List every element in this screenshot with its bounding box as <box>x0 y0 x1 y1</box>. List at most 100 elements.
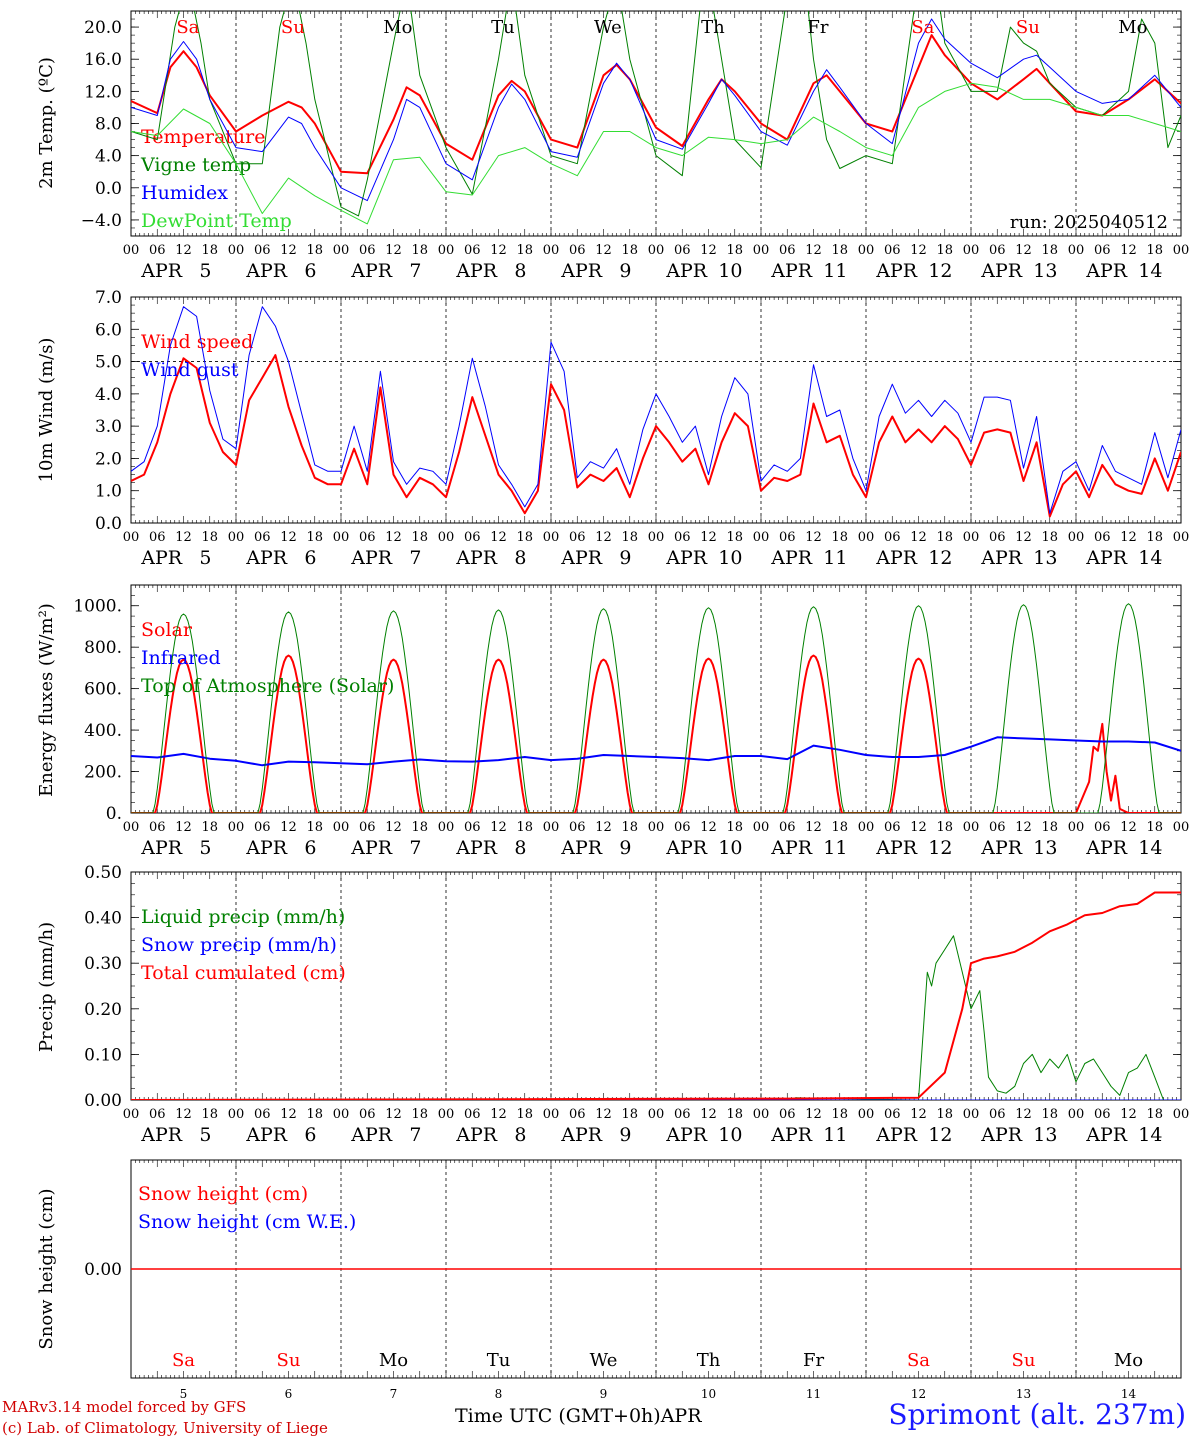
x-date-label: 10 <box>701 1387 716 1400</box>
x-hour-label: 00 <box>648 1107 665 1122</box>
weekday-label: Th <box>701 17 725 38</box>
temp-plot-frame <box>130 10 1182 237</box>
weekday-label: Mo <box>383 17 412 38</box>
x-date-label: 12 <box>928 837 952 859</box>
series-line <box>131 654 1181 813</box>
x-hour-label: 18 <box>831 1107 848 1122</box>
precip-panel: 0.00 0.10 0.20 0.30 0.40 0.50 Precip (mm/h) Liq… <box>36 863 1189 1146</box>
x-hour-label: 00 <box>228 243 245 258</box>
x-month-label: APR <box>770 260 813 282</box>
x-hour-label: 06 <box>464 820 481 835</box>
y-tick-label: 0.00 <box>84 1260 122 1280</box>
x-hour-label: 06 <box>569 1107 586 1122</box>
y-tick-label: 200. <box>84 763 122 783</box>
x-month-label: APR <box>455 1124 498 1146</box>
x-month-label: APR <box>770 837 813 859</box>
x-date-label: 14 <box>1138 547 1162 569</box>
x-month-label: APR <box>245 260 288 282</box>
x-hour-label: 06 <box>359 820 376 835</box>
x-month-label: APR <box>665 837 708 859</box>
x-hour-label: 18 <box>1041 530 1058 545</box>
x-hour-label: 12 <box>1015 530 1032 545</box>
x-hour-label: 12 <box>700 820 717 835</box>
x-date-label: 13 <box>1033 1124 1057 1146</box>
x-hour-label: 06 <box>1094 530 1111 545</box>
x-month-label: APR <box>1085 1124 1128 1146</box>
x-hour-label: 12 <box>385 1107 402 1122</box>
x-date-label: 12 <box>928 547 952 569</box>
x-hour-label: 00 <box>1068 820 1085 835</box>
x-hour-label: 12 <box>700 1107 717 1122</box>
x-hour-label: 12 <box>595 1107 612 1122</box>
x-hour-label: 06 <box>149 243 166 258</box>
x-hour-label: 06 <box>254 1107 271 1122</box>
x-hour-label: 18 <box>1146 1107 1163 1122</box>
x-date-label: 9 <box>619 547 631 569</box>
x-hour-label: 12 <box>175 820 192 835</box>
x-hour-label: 18 <box>306 530 323 545</box>
x-date-label: 5 <box>199 837 211 859</box>
y-tick-label: 0. <box>106 804 122 824</box>
x-hour-label: 06 <box>674 530 691 545</box>
x-hour-label: 06 <box>1094 1107 1111 1122</box>
x-hour-label: 00 <box>753 243 770 258</box>
x-date-label: 13 <box>1016 1387 1031 1400</box>
y-tick-label: 20.0 <box>84 18 122 38</box>
x-hour-label: 12 <box>280 243 297 258</box>
x-date-label: 10 <box>718 1124 742 1146</box>
x-hour-label: 00 <box>438 1107 455 1122</box>
x-hour-label: 06 <box>569 820 586 835</box>
x-hour-label: 00 <box>333 1107 350 1122</box>
x-month-label: APR <box>350 837 393 859</box>
weekday-label: Su <box>1012 1350 1036 1371</box>
x-date-label: 6 <box>304 837 316 859</box>
x-hour-label: 18 <box>306 820 323 835</box>
x-date-label: 8 <box>495 1387 503 1400</box>
x-hour-label: 12 <box>280 1107 297 1122</box>
x-hour-label: 00 <box>753 820 770 835</box>
legend-entry: Wind speed <box>141 331 253 353</box>
x-date-label: 10 <box>718 547 742 569</box>
x-date-label: 8 <box>514 1124 526 1146</box>
x-hour-label: 12 <box>280 820 297 835</box>
x-hour-label: 18 <box>621 1107 638 1122</box>
x-hour-label: 12 <box>595 820 612 835</box>
x-hour-label: 18 <box>831 530 848 545</box>
x-hour-label: 00 <box>1173 1107 1190 1122</box>
x-hour-label: 18 <box>621 243 638 258</box>
y-tick-label: 5.0 <box>95 353 122 373</box>
x-hour-label: 12 <box>490 243 507 258</box>
x-hour-label: 18 <box>936 530 953 545</box>
x-date-label: 13 <box>1033 837 1057 859</box>
x-date-label: 5 <box>199 260 211 282</box>
x-month-label: APR <box>770 1124 813 1146</box>
x-hour-label: 00 <box>438 820 455 835</box>
x-hour-label: 12 <box>175 243 192 258</box>
credit-model: MARv3.14 model forced by GFS <box>2 1398 247 1416</box>
x-month-label: APR <box>665 547 708 569</box>
y-tick-label: 0.40 <box>84 909 122 929</box>
x-hour-label: 00 <box>858 243 875 258</box>
y-tick-label: 16.0 <box>84 50 122 70</box>
x-month-label: APR <box>1085 260 1128 282</box>
x-hour-label: 00 <box>963 243 980 258</box>
y-tick-label: 6.0 <box>95 320 122 340</box>
x-hour-label: 06 <box>254 820 271 835</box>
x-hour-label: 12 <box>595 243 612 258</box>
y-tick-label: 3.0 <box>95 417 122 437</box>
x-date-label: 7 <box>409 260 421 282</box>
x-date-label: 6 <box>304 1124 316 1146</box>
x-hour-label: 06 <box>464 1107 481 1122</box>
x-month-label: APR <box>980 260 1023 282</box>
x-hour-label: 18 <box>1041 1107 1058 1122</box>
x-hour-label: 06 <box>989 243 1006 258</box>
weekday-label: Sa <box>176 17 199 38</box>
x-hour-label: 12 <box>1120 1107 1137 1122</box>
x-hour-label: 06 <box>884 530 901 545</box>
x-hour-label: 00 <box>543 820 560 835</box>
x-hour-label: 18 <box>306 1107 323 1122</box>
y-axis-label: Energy fluxes (W/m²) <box>36 603 57 797</box>
x-hour-label: 00 <box>333 243 350 258</box>
x-month-label: APR <box>350 547 393 569</box>
x-date-label: 14 <box>1138 837 1162 859</box>
